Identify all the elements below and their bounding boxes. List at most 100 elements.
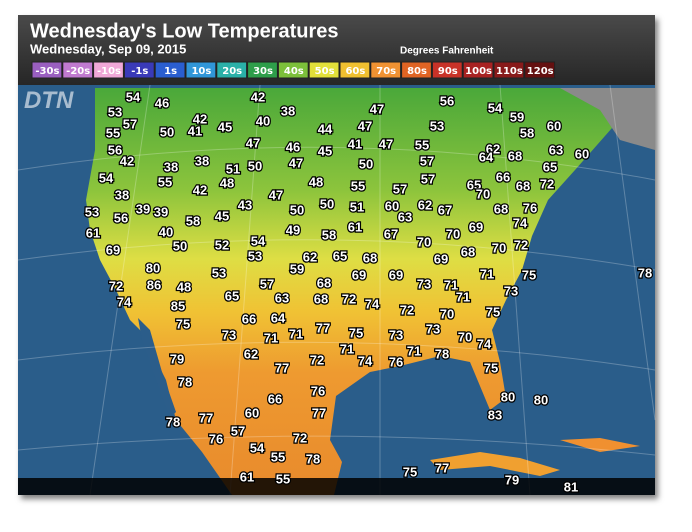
temperature: 54 (250, 440, 265, 455)
legend-swatch (247, 61, 278, 79)
legend-label: 110s (496, 66, 523, 77)
temperature: 55 (351, 178, 365, 193)
legend-label: 120s (527, 66, 554, 77)
temperature: 65 (467, 177, 481, 192)
temperature: 86 (147, 277, 161, 292)
temperature: 57 (123, 116, 137, 131)
temperature: 38 (195, 153, 209, 168)
temperature: 41 (348, 136, 362, 151)
temperature: 80 (146, 260, 160, 275)
temperature: 78 (638, 265, 652, 280)
temperature: 56 (440, 93, 454, 108)
temperature: 65 (543, 159, 557, 174)
temperature: 68 (363, 250, 377, 265)
temperature: 78 (306, 451, 320, 466)
temperature: 62 (486, 141, 500, 156)
temperature: 77 (316, 320, 330, 335)
temperature: 54 (488, 100, 503, 115)
temperature: 77 (199, 410, 213, 425)
legend-label: 10s (191, 66, 211, 77)
temperature: 56 (108, 142, 122, 157)
temperature: 42 (251, 89, 265, 104)
date: Wednesday, Sep 09, 2015 (30, 41, 186, 56)
legend-label: 100s (465, 66, 492, 77)
temperature: 74 (358, 353, 373, 368)
temperature: 44 (318, 121, 333, 136)
temperature: 38 (115, 187, 129, 202)
temperature: 69 (434, 251, 448, 266)
temperature: 68 (508, 148, 522, 163)
temperature: 52 (215, 237, 229, 252)
legend-swatch (277, 61, 309, 79)
temperature: 58 (322, 227, 336, 242)
temperature: 72 (400, 302, 414, 317)
temperature: 47 (246, 135, 260, 150)
temperature: 80 (501, 389, 515, 404)
temperature: 51 (350, 199, 364, 214)
temperature: 69 (106, 242, 120, 257)
legend-swatch (154, 61, 186, 79)
temperature: 73 (426, 321, 440, 336)
temperature: 76 (311, 383, 325, 398)
legend-swatch (185, 61, 217, 79)
temperature: 71 (264, 330, 278, 345)
temperature: 80 (534, 392, 548, 407)
legend-label: 30s (253, 66, 273, 77)
temperature: 66 (496, 169, 510, 184)
legend-swatch (31, 61, 63, 79)
temperature: 53 (248, 248, 262, 263)
temperature: 73 (504, 283, 518, 298)
temperature: 47 (370, 101, 384, 116)
land (86, 88, 612, 495)
temperature: 54 (99, 170, 114, 185)
temperature: 39 (136, 201, 150, 216)
temperature: 53 (85, 204, 99, 219)
temperature: 55 (158, 174, 172, 189)
temperature: 48 (177, 279, 191, 294)
temperature: 75 (349, 325, 363, 340)
temperature: 71 (407, 343, 421, 358)
temperature: 39 (154, 204, 168, 219)
temperature: 76 (523, 200, 537, 215)
legend-swatch (216, 61, 248, 79)
temperature: 62 (418, 197, 432, 212)
temperature: 48 (309, 174, 323, 189)
legend-swatch (401, 61, 432, 79)
temperature: 61 (348, 219, 362, 234)
temperature: 79 (170, 351, 184, 366)
temperature: 64 (479, 149, 494, 164)
temperature: 41 (188, 123, 202, 138)
temperature: 50 (359, 156, 373, 171)
temperature: 75 (486, 304, 500, 319)
legend-label: -20s (66, 66, 90, 77)
temperature: 55 (271, 449, 285, 464)
temperature: 63 (398, 209, 412, 224)
temperature: 55 (415, 137, 429, 152)
temperature: 58 (186, 213, 200, 228)
temperature: 47 (358, 118, 372, 133)
temperature: 57 (421, 171, 435, 186)
temperature: 71 (480, 266, 494, 281)
temperature: 70 (417, 234, 431, 249)
bottom-bar (18, 478, 655, 495)
temperature: 43 (238, 197, 252, 212)
temperature: 77 (275, 360, 289, 375)
temperature: 56 (114, 210, 128, 225)
temperature: 71 (340, 341, 354, 356)
temperature: 78 (166, 414, 180, 429)
temperature: 40 (159, 224, 173, 239)
temperature: 61 (86, 225, 100, 240)
temperature: 70 (446, 226, 460, 241)
temperature: 78 (435, 346, 449, 361)
temperature: 71 (444, 277, 458, 292)
temperature: 70 (440, 306, 454, 321)
legend-swatch (62, 61, 94, 79)
temperature: 60 (575, 146, 589, 161)
temperature: 45 (215, 208, 229, 223)
temperature: 65 (333, 248, 347, 263)
temperature: 69 (469, 219, 483, 234)
temperature: 45 (318, 143, 332, 158)
temperature: 68 (516, 178, 530, 193)
